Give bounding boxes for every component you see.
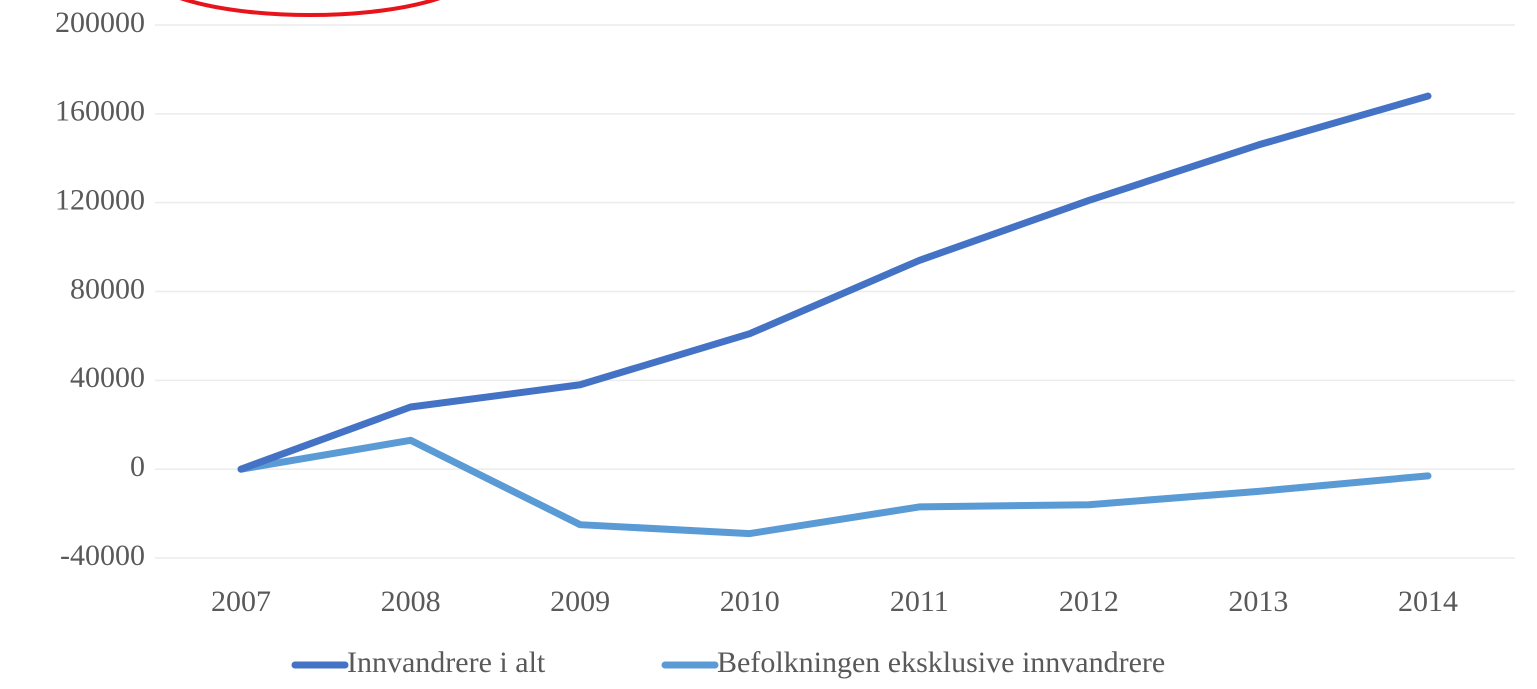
- x-tick-label: 2012: [1059, 585, 1119, 618]
- series-line: [237, 436, 1432, 538]
- y-tick-label: 80000: [70, 272, 145, 305]
- y-tick-label: 40000: [70, 361, 145, 394]
- x-tick-label: 2010: [720, 585, 780, 618]
- y-tick-label: 0: [130, 450, 145, 483]
- y-tick-label: -40000: [60, 539, 145, 572]
- x-tick-label: 2008: [381, 585, 441, 618]
- legend-label: Innvandrere i alt: [347, 646, 546, 679]
- y-tick-label: 200000: [55, 6, 145, 39]
- y-tick-label: 120000: [55, 184, 145, 217]
- highlight-circle: [179, 0, 441, 17]
- y-tick-label: 160000: [55, 95, 145, 128]
- x-tick-label: 2011: [890, 585, 949, 618]
- legend-label: Befolkningen eksklusive innvandrere: [717, 646, 1165, 679]
- x-tick-label: 2014: [1398, 585, 1458, 618]
- series-line: [237, 92, 1432, 473]
- x-tick-label: 2007: [211, 585, 271, 618]
- x-tick-label: 2013: [1228, 585, 1288, 618]
- x-tick-label: 2009: [550, 585, 610, 618]
